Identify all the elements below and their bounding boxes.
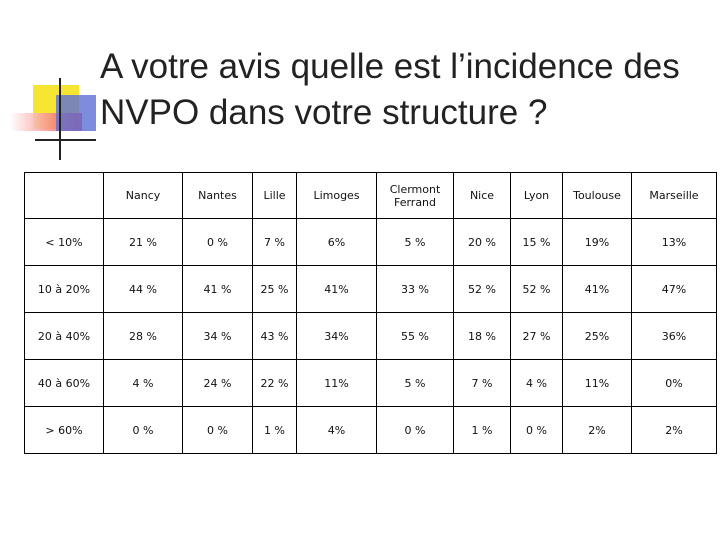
header-cell: Marseille	[631, 172, 717, 219]
cell: 18 %	[453, 312, 511, 360]
cell: 4%	[296, 406, 377, 454]
header-cell: Lille	[252, 172, 297, 219]
cell: 7 %	[252, 218, 297, 266]
cell: 7 %	[453, 359, 511, 407]
cell: 11%	[562, 359, 632, 407]
cell: 34 %	[182, 312, 253, 360]
cell: 1 %	[453, 406, 511, 454]
cell: 1 %	[252, 406, 297, 454]
cell: 22 %	[252, 359, 297, 407]
cell: 25%	[562, 312, 632, 360]
cell: 52 %	[453, 265, 511, 313]
cell: 2%	[631, 406, 717, 454]
title: A votre avis quelle est l’incidence des …	[100, 47, 680, 132]
cell: 20 %	[453, 218, 511, 266]
cell: 21 %	[103, 218, 183, 266]
cell: 25 %	[252, 265, 297, 313]
cell: 2%	[562, 406, 632, 454]
row: > 60% 0 % 0 % 1 % 4% 0 % 1 % 0 % 2% 2%	[24, 406, 717, 454]
cell: 27 %	[510, 312, 563, 360]
cell: 47%	[631, 265, 717, 313]
cell: 28 %	[103, 312, 183, 360]
row: 20 à 40% 28 % 34 % 43 % 34% 55 % 18 % 27 % 25% 36…	[24, 312, 717, 360]
cell: 0 %	[182, 218, 253, 266]
header-cell: Nancy	[103, 172, 183, 219]
cell: 13%	[631, 218, 717, 266]
cell: 11%	[296, 359, 377, 407]
cell: 6%	[296, 218, 377, 266]
cell: 24 %	[182, 359, 253, 407]
cell: 33 %	[376, 265, 454, 313]
cell: 41 %	[182, 265, 253, 313]
cell: 43 %	[252, 312, 297, 360]
row-label: > 60%	[24, 406, 104, 454]
cell: 41%	[296, 265, 377, 313]
cell: 55 %	[376, 312, 454, 360]
cell: 0 %	[376, 406, 454, 454]
cell: 15 %	[510, 218, 563, 266]
row-label: 20 à 40%	[24, 312, 104, 360]
cell: 0 %	[510, 406, 563, 454]
cell: 5 %	[376, 218, 454, 266]
row: 10 à 20% 44 % 41 % 25 % 41% 33 % 52 % 52 % 41% 47…	[24, 265, 717, 313]
cell: 52 %	[510, 265, 563, 313]
row-label: 10 à 20%	[24, 265, 104, 313]
cell: 4 %	[510, 359, 563, 407]
corner-cell	[24, 172, 104, 219]
header-cell: Toulouse	[562, 172, 632, 219]
cell: 36%	[631, 312, 717, 360]
table: Nancy Nantes Lille Limoges Clermont Ferrand N…	[24, 172, 717, 454]
cell: 0%	[631, 359, 717, 407]
cell: 5 %	[376, 359, 454, 407]
cell: 44 %	[103, 265, 183, 313]
cell: 41%	[562, 265, 632, 313]
blue-square	[56, 95, 96, 131]
decoration	[10, 78, 96, 160]
row: 40 à 60% 4 % 24 % 22 % 11% 5 % 7 % 4 % 11% 0%	[24, 359, 717, 407]
cell: 0 %	[182, 406, 253, 454]
header-cell: Clermont Ferrand	[376, 172, 454, 219]
row: < 10% 21 % 0 % 7 % 6% 5 % 20 % 15 % 19% 13%	[24, 218, 717, 266]
header-cell: Limoges	[296, 172, 377, 219]
table-body: Nancy Nantes Lille Limoges Clermont Ferrand N…	[24, 172, 717, 454]
cell: 19%	[562, 218, 632, 266]
header-row: Nancy Nantes Lille Limoges Clermont Ferrand N…	[24, 172, 717, 219]
header-cell: Nice	[453, 172, 511, 219]
row-label: 40 à 60%	[24, 359, 104, 407]
header-cell: Nantes	[182, 172, 253, 219]
row-label: < 10%	[24, 218, 104, 266]
header-cell: Lyon	[510, 172, 563, 219]
cell: 34%	[296, 312, 377, 360]
cell: 4 %	[103, 359, 183, 407]
cell: 0 %	[103, 406, 183, 454]
